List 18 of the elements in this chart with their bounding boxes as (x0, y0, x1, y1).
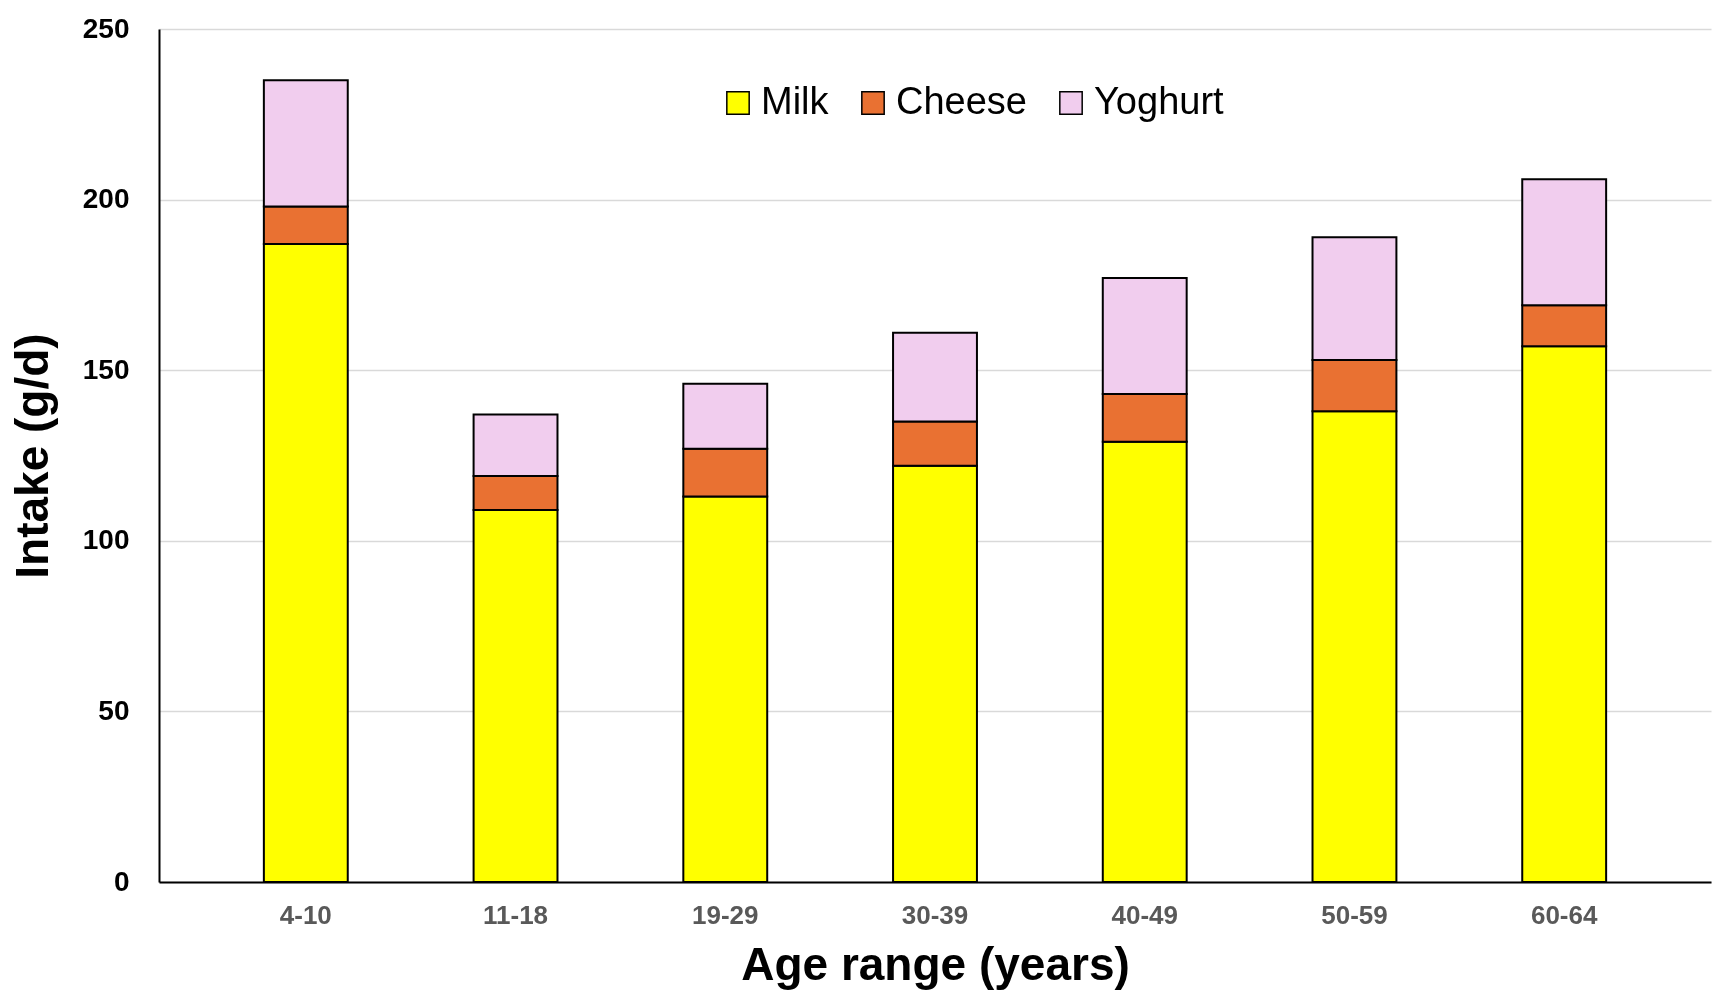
x-tick-label: 19-29 (692, 899, 759, 930)
y-axis-title: Intake (g/d) (5, 333, 58, 579)
y-tick-label: 100 (82, 524, 130, 556)
legend-label: Milk (761, 80, 830, 122)
x-tick-label: 40-49 (1111, 899, 1178, 930)
x-tick-label: 11-18 (483, 899, 549, 930)
y-tick-label: 200 (82, 183, 130, 215)
x-tick-label: 30-39 (901, 899, 969, 930)
x-tick-label: 4-10 (279, 899, 332, 930)
x-tick-label: 50-59 (1321, 899, 1388, 930)
y-tick-label: 50 (98, 694, 130, 726)
y-tick-label: 0 (113, 865, 130, 897)
x-axis-title: Age range (years) (741, 937, 1130, 990)
y-tick-label: 250 (82, 12, 130, 44)
y-tick-label: 150 (82, 353, 130, 385)
x-tick-label: 60-64 (1530, 899, 1598, 930)
legend-label: Yoghurt (1094, 80, 1225, 122)
legend-label: Cheese (896, 80, 1027, 122)
